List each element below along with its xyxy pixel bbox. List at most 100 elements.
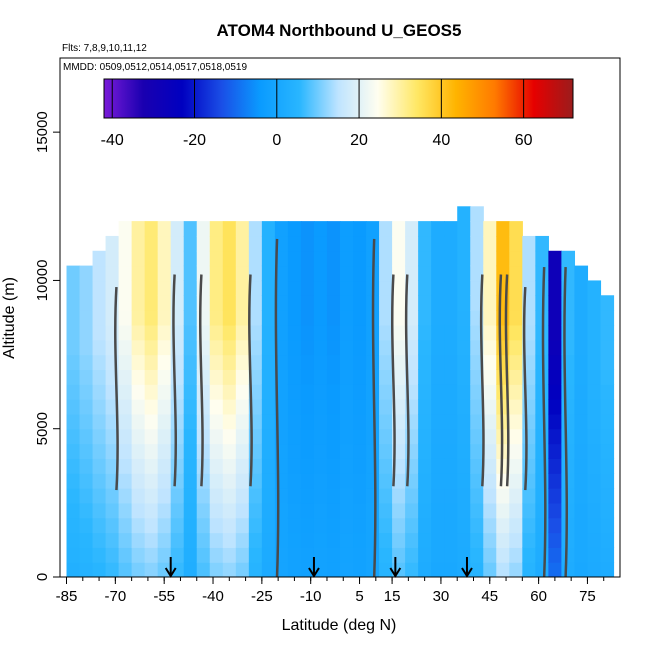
heatmap-cell: [587, 517, 602, 534]
heatmap-cell: [418, 488, 432, 504]
heatmap-cell: [444, 502, 458, 519]
contour-line: [172, 274, 178, 487]
heatmap-cell: [92, 517, 107, 534]
heatmap-cell: [470, 265, 484, 282]
heatmap-cell: [209, 280, 224, 296]
heatmap-cell: [261, 502, 276, 519]
heatmap-cell: [131, 250, 146, 267]
heatmap-cell: [353, 280, 367, 296]
heatmap-cell: [496, 562, 510, 577]
heatmap-cell: [600, 369, 615, 385]
heatmap-cell: [66, 517, 81, 534]
heatmap-cell: [548, 369, 562, 385]
heatmap-cell: [535, 532, 549, 548]
heatmap-cell: [144, 547, 159, 563]
heatmap-cell: [300, 547, 315, 563]
heatmap-cell: [340, 413, 354, 430]
heatmap-cell: [235, 547, 250, 563]
heatmap-cell: [444, 517, 458, 534]
heatmap-cell: [183, 473, 198, 489]
heatmap-cell: [105, 517, 120, 534]
heatmap-cell: [444, 221, 458, 237]
heatmap-cell: [170, 562, 185, 577]
x-tick-label: -70: [105, 588, 127, 605]
heatmap-cell: [248, 250, 263, 267]
heatmap-cell: [248, 280, 263, 296]
heatmap-cell: [235, 458, 250, 474]
heatmap-cell: [457, 517, 471, 534]
heatmap-cell: [548, 428, 562, 445]
heatmap-cell: [313, 428, 328, 445]
heatmap-cell: [548, 295, 562, 311]
heatmap-cell: [483, 473, 497, 489]
heatmap-cell: [353, 310, 367, 326]
heatmap-cell: [366, 443, 380, 459]
heatmap-cell: [431, 488, 445, 504]
heatmap-cell: [118, 235, 133, 252]
heatmap-cell: [118, 384, 133, 400]
heatmap-cell: [157, 265, 172, 282]
heatmap-cell: [340, 458, 354, 474]
heatmap-cell: [287, 532, 302, 548]
heatmap-cell: [79, 488, 94, 504]
heatmap-cell: [118, 369, 133, 385]
heatmap-cell: [483, 488, 497, 504]
heatmap-cell: [235, 413, 250, 430]
heatmap-cell: [157, 473, 172, 489]
heatmap-cell: [574, 295, 589, 311]
heatmap-cell: [222, 562, 237, 577]
heatmap-cell: [457, 206, 471, 222]
heatmap-cell: [470, 384, 484, 400]
heatmap-cell: [574, 384, 589, 400]
heatmap-cell: [131, 369, 146, 385]
heatmap-cell: [509, 399, 523, 415]
heatmap-cell: [483, 532, 497, 548]
contour-line: [563, 267, 569, 577]
heatmap-cell: [261, 369, 276, 385]
heatmap-cell: [183, 443, 198, 459]
heatmap-cell: [392, 310, 406, 326]
heatmap-cell: [600, 458, 615, 474]
heatmap-cell: [92, 443, 107, 459]
heatmap-cell: [431, 399, 445, 415]
heatmap-cell: [183, 532, 198, 548]
heatmap-cell: [183, 324, 198, 341]
colorbar-tick-label: -20: [183, 132, 206, 149]
heatmap-cell: [300, 384, 315, 400]
heatmap-cell: [313, 339, 328, 356]
heatmap-cell: [509, 428, 523, 445]
heatmap-cell: [131, 235, 146, 252]
heatmap-cell: [170, 473, 185, 489]
heatmap-cell: [144, 250, 159, 267]
contour-line: [248, 274, 253, 487]
heatmap-cell: [118, 502, 133, 519]
colorbar-gradient: [103, 78, 574, 119]
heatmap-cell: [340, 310, 354, 326]
heatmap-cell: [535, 428, 549, 445]
heatmap-cell: [574, 562, 589, 577]
heatmap-cell: [353, 235, 367, 252]
heatmap-cell: [66, 399, 81, 415]
heatmap-cell: [209, 354, 224, 370]
heatmap-cell: [522, 517, 536, 534]
heatmap-cell: [92, 310, 107, 326]
heatmap-cell: [379, 235, 393, 252]
heatmap-cell: [66, 443, 81, 459]
heatmap-cell: [561, 280, 576, 296]
heatmap-cell: [209, 235, 224, 252]
heatmap-cell: [587, 280, 602, 296]
heatmap-cells: [66, 206, 615, 577]
heatmap-cell: [79, 547, 94, 563]
heatmap-cell: [79, 562, 94, 577]
heatmap-cell: [79, 413, 94, 430]
contour-line: [198, 274, 204, 487]
heatmap-cell: [353, 295, 367, 311]
flight-marker-arrowhead: [164, 567, 177, 578]
heatmap-cell: [574, 413, 589, 430]
heatmap-cell: [392, 339, 406, 356]
heatmap-cell: [313, 547, 328, 563]
heatmap-cell: [587, 532, 602, 548]
heatmap-cell: [170, 502, 185, 519]
heatmap-cell: [170, 221, 185, 237]
heatmap-cell: [418, 295, 432, 311]
